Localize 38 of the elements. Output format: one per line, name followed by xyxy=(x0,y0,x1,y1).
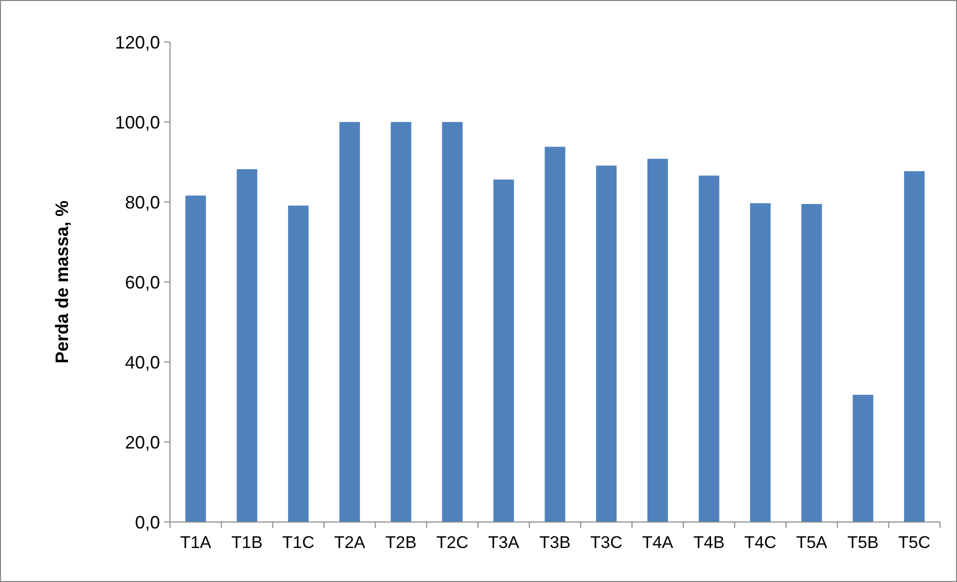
x-tick-label: T5A xyxy=(796,533,828,552)
x-tick-label: T1C xyxy=(282,533,314,552)
y-tick-label: 20,0 xyxy=(124,432,160,452)
x-tick-label: T2A xyxy=(334,533,366,552)
bar xyxy=(493,180,514,522)
bar xyxy=(750,203,771,522)
y-tick-label: 0,0 xyxy=(134,512,160,532)
y-tick-label: 80,0 xyxy=(124,192,160,212)
bar xyxy=(801,204,822,522)
bar xyxy=(390,122,412,522)
y-tick-label: 40,0 xyxy=(124,352,160,372)
bar xyxy=(647,158,668,522)
x-tick-label: T5B xyxy=(847,533,879,552)
x-tick-label: T3B xyxy=(539,533,571,552)
x-tick-label: T3C xyxy=(590,533,622,552)
y-tick-label: 120,0 xyxy=(114,32,160,52)
bar xyxy=(544,146,566,522)
y-tick-label: 100,0 xyxy=(114,112,160,132)
x-tick-label: T4A xyxy=(642,533,674,552)
bar xyxy=(698,176,720,522)
bar xyxy=(596,166,617,522)
bar xyxy=(442,122,463,522)
bar xyxy=(236,169,258,522)
bar xyxy=(852,394,874,522)
x-tick-label: T3A xyxy=(488,533,520,552)
x-tick-label: T5C xyxy=(898,533,930,552)
y-tick-label: 60,0 xyxy=(124,272,160,292)
x-tick-label: T1B xyxy=(231,533,263,552)
x-tick-label: T2C xyxy=(436,533,468,552)
bar xyxy=(185,196,206,522)
x-tick-label: T4B xyxy=(693,533,725,552)
y-axis-title: Perda de massa, % xyxy=(52,200,72,364)
bar xyxy=(904,171,925,522)
x-tick-label: T2B xyxy=(385,533,417,552)
bar xyxy=(339,122,360,522)
x-tick-label: T1A xyxy=(180,533,212,552)
x-tick-label: T4C xyxy=(744,533,776,552)
bar xyxy=(288,206,309,522)
